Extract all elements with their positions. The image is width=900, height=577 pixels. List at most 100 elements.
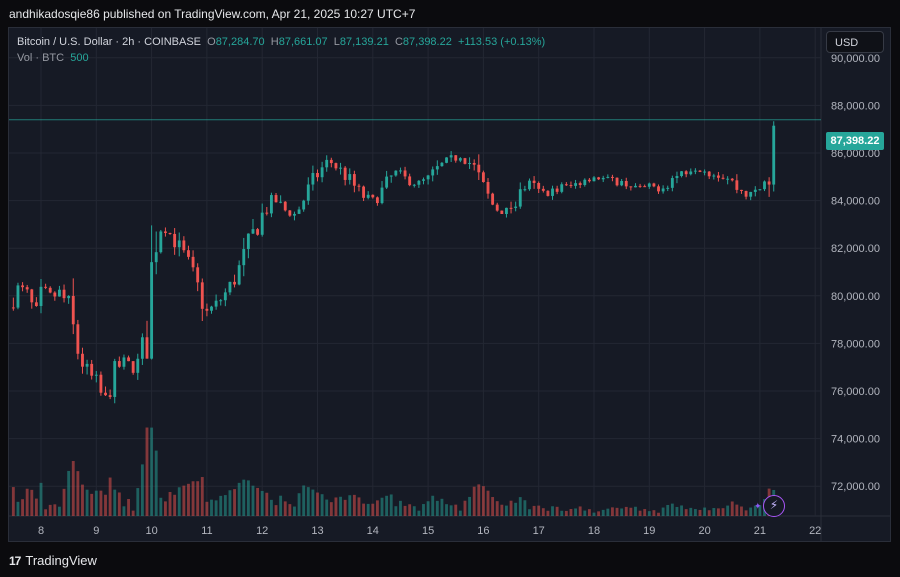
volume-bar bbox=[154, 450, 158, 516]
candle-body bbox=[168, 232, 172, 234]
candle-body bbox=[352, 174, 356, 186]
time-tick-label: 12 bbox=[256, 525, 268, 537]
candle-body bbox=[587, 179, 591, 182]
volume-bar bbox=[716, 508, 720, 516]
volume-bar bbox=[505, 505, 508, 516]
candle-body bbox=[740, 189, 743, 191]
volume-bar bbox=[518, 497, 522, 516]
candle-body bbox=[675, 176, 679, 179]
time-tick-label: 13 bbox=[311, 525, 323, 537]
volume-bar bbox=[486, 490, 490, 516]
volume-bar bbox=[523, 500, 527, 516]
time-tick-label: 14 bbox=[367, 525, 379, 537]
volume-bar bbox=[196, 481, 200, 516]
candle-body bbox=[233, 281, 236, 285]
volume-bar bbox=[440, 498, 444, 516]
volume-bar bbox=[546, 510, 550, 516]
volume-bar bbox=[740, 506, 743, 516]
volume-bar bbox=[385, 495, 389, 516]
volume-bar bbox=[698, 509, 702, 516]
candle-body bbox=[44, 286, 48, 288]
volume-bar bbox=[113, 489, 117, 516]
volume-bar bbox=[67, 470, 71, 516]
candle-body bbox=[753, 189, 757, 192]
price-tick-label: 82,000.00 bbox=[831, 243, 880, 255]
volume-bar bbox=[352, 494, 356, 516]
candle-body bbox=[320, 167, 324, 178]
volume-bar bbox=[127, 499, 130, 516]
candle-body bbox=[707, 171, 711, 177]
volume-bar bbox=[532, 505, 536, 516]
candle-body bbox=[412, 184, 416, 186]
volume-bar bbox=[311, 489, 315, 516]
currency-button[interactable]: USD bbox=[826, 31, 884, 53]
lightning-icon[interactable]: ⚡ bbox=[763, 495, 785, 517]
chart-canvas[interactable]: 90,000.00 88,000.00 86,000.00 84,000.00 82,0… bbox=[9, 28, 890, 541]
candle-body bbox=[578, 183, 582, 185]
volume-bar bbox=[251, 485, 255, 516]
volume-bar bbox=[334, 497, 338, 516]
candle-body bbox=[223, 292, 227, 301]
volume-bar bbox=[99, 490, 103, 516]
price-tick-label: 86,000.00 bbox=[831, 148, 880, 160]
candle-body bbox=[81, 353, 84, 367]
candle-body bbox=[703, 171, 707, 173]
candle-body bbox=[657, 186, 660, 192]
volume-bar bbox=[684, 509, 688, 516]
symbol-label[interactable]: Bitcoin / U.S. Dollar · 2h · COINBASE bbox=[17, 36, 201, 48]
volume-bar bbox=[39, 482, 43, 516]
volume-bar bbox=[509, 500, 513, 516]
volume-bar bbox=[76, 471, 80, 516]
price-tick-label: 80,000.00 bbox=[831, 291, 880, 303]
volume-bar bbox=[703, 507, 707, 516]
candle-body bbox=[136, 358, 140, 373]
candle-body bbox=[611, 176, 614, 178]
price-tick-label: 84,000.00 bbox=[831, 196, 880, 208]
volume-bar bbox=[25, 488, 29, 516]
volume-bar bbox=[643, 509, 647, 516]
candle-body bbox=[693, 170, 697, 172]
candle-body bbox=[440, 162, 444, 167]
candle-body bbox=[237, 265, 241, 285]
volume-bar bbox=[689, 507, 693, 516]
volume-bar bbox=[730, 501, 734, 516]
volume-bar bbox=[214, 500, 218, 516]
volume-bar bbox=[228, 490, 232, 516]
volume-bar bbox=[58, 506, 61, 516]
candle-body bbox=[509, 207, 513, 209]
candle-body bbox=[269, 195, 273, 214]
volume-bar bbox=[500, 504, 504, 516]
candle-body bbox=[394, 170, 398, 176]
candle-body bbox=[140, 337, 144, 359]
volume-bar bbox=[758, 505, 762, 516]
volume-bar bbox=[712, 508, 716, 516]
volume-bar bbox=[458, 510, 462, 516]
candle-body bbox=[71, 295, 75, 325]
volume-bar bbox=[136, 488, 140, 516]
candle-body bbox=[638, 185, 642, 187]
volume-label[interactable]: Vol · BTC bbox=[17, 52, 65, 64]
volume-bar bbox=[578, 506, 582, 516]
volume-bar bbox=[297, 493, 301, 516]
volume-bar bbox=[122, 506, 126, 516]
tradingview-logo[interactable]: 17 TradingView bbox=[9, 553, 97, 568]
candle-body bbox=[597, 177, 601, 180]
volume-bar bbox=[140, 464, 144, 516]
volume-bar bbox=[574, 508, 577, 516]
candle-body bbox=[62, 289, 66, 299]
volume-bar bbox=[606, 508, 610, 516]
volume-bar bbox=[481, 486, 485, 516]
volume-bar bbox=[94, 490, 98, 516]
chart-legend: Bitcoin / U.S. Dollar · 2h · COINBASE O8… bbox=[17, 34, 545, 66]
candle-body bbox=[293, 213, 296, 216]
volume-bar bbox=[399, 500, 402, 516]
volume-bar bbox=[320, 494, 324, 516]
volume-bar bbox=[325, 499, 329, 516]
candle-body bbox=[288, 210, 292, 216]
high-value: 87,661.07 bbox=[278, 36, 328, 48]
volume-bar bbox=[279, 495, 283, 516]
price-tick-label: 74,000.00 bbox=[831, 434, 880, 446]
time-tick-label: 19 bbox=[643, 525, 655, 537]
chart-frame[interactable]: 90,000.00 88,000.00 86,000.00 84,000.00 82,0… bbox=[8, 27, 891, 542]
price-tick-label: 72,000.00 bbox=[831, 481, 880, 493]
